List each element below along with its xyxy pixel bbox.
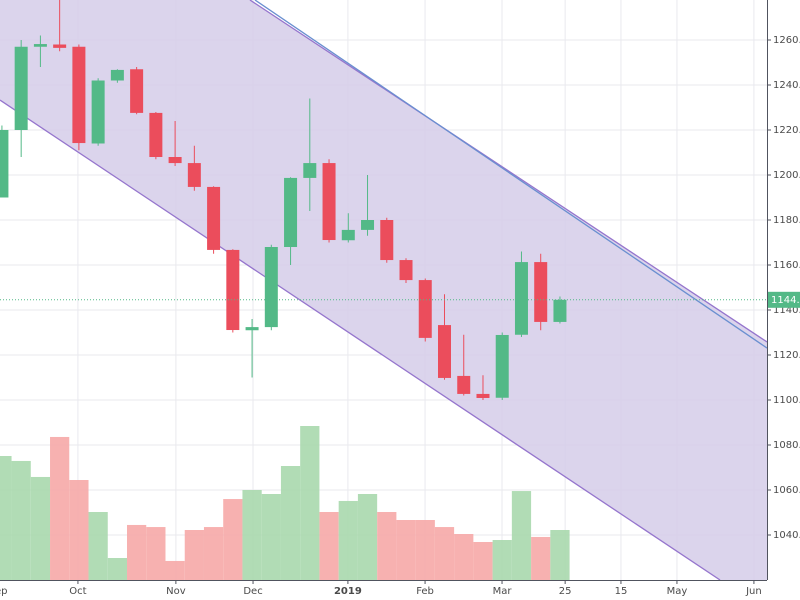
y-tick-label: 1040.00 [773, 530, 800, 541]
volume-bar [184, 530, 204, 580]
volume-bar [69, 480, 89, 580]
candle-body [130, 69, 144, 113]
volume-bar [223, 499, 243, 580]
trend-line [0, 99, 721, 580]
candle-body [264, 247, 278, 328]
candle-body [149, 112, 163, 157]
volume-bar [0, 456, 12, 580]
x-tick-label: 25 [559, 586, 572, 597]
candle-body [380, 220, 394, 261]
x-tick-label: Mar [493, 586, 513, 597]
volume-bar [146, 527, 166, 580]
y-tick-label: 1160.00 [773, 260, 800, 271]
y-tick-label: 1060.00 [773, 485, 800, 496]
volume-bar [300, 426, 320, 580]
candle-body [514, 262, 528, 335]
volume-bar [30, 476, 51, 580]
volume-bar [511, 491, 532, 580]
volume-bar [434, 527, 455, 580]
volume-bar [126, 524, 147, 580]
candle-body [495, 334, 509, 398]
candle-body [341, 229, 355, 241]
y-tick-label: 1200.00 [773, 170, 800, 181]
candle-body [226, 249, 240, 331]
candle-body [91, 80, 105, 144]
volume-bar [319, 512, 339, 580]
y-tick-label: 1120.00 [773, 350, 800, 361]
volume-bar [492, 540, 512, 580]
candle-body [418, 280, 432, 338]
x-tick-label: 15 [615, 586, 628, 597]
x-tick-label: 2019 [334, 586, 362, 597]
y-tick-label: 1220.00 [773, 125, 800, 136]
volume-bar [261, 494, 281, 580]
y-tick-label: 1180.00 [773, 215, 800, 226]
plot-area [0, 0, 767, 580]
volume-bar [454, 534, 474, 580]
candle-body [284, 177, 298, 247]
candle-body [207, 186, 221, 250]
candle-body [361, 220, 375, 230]
candle-body [14, 46, 28, 130]
x-tick-label: Oct [69, 586, 86, 597]
volume-bar [50, 436, 70, 580]
candle-body [399, 260, 413, 281]
volume-bar [550, 530, 570, 580]
volume-bar [531, 536, 551, 580]
volume-bar [11, 460, 31, 580]
candle-body [534, 262, 548, 322]
x-tick-label: Nov [166, 586, 186, 597]
y-tick-label: 1100.00 [773, 395, 800, 406]
volume-bar [107, 558, 127, 580]
last-price-label: 1144.53 [771, 295, 800, 306]
volume-bar [357, 494, 378, 580]
volume-bar [88, 512, 108, 580]
volume-bar [242, 490, 262, 580]
x-tick-label: May [667, 586, 688, 597]
x-tick-label: Dec [243, 586, 262, 597]
y-tick-label: 1140.00 [773, 305, 800, 316]
y-tick-label: 1260.00 [773, 35, 800, 46]
y-tick-label: 1240.00 [773, 80, 800, 91]
volume-bar [473, 542, 493, 580]
volume-bar [165, 560, 185, 580]
x-tick-label: Feb [416, 586, 434, 597]
candle-body [457, 375, 471, 394]
candle-body [110, 69, 124, 81]
candle-body [553, 299, 567, 322]
volume-bar [338, 500, 358, 580]
volume-bar [415, 520, 435, 580]
candle-body [0, 130, 9, 198]
candle-body [53, 44, 67, 48]
x-tick-label: Jun [745, 586, 762, 597]
y-tick-label: 1080.00 [773, 440, 800, 451]
candle-body [476, 393, 490, 398]
channel-fill [0, 0, 767, 580]
candle-body [245, 327, 259, 331]
candle-body [187, 163, 201, 187]
last-price-tag [768, 291, 800, 308]
candle-body [437, 325, 451, 378]
volume-bar [280, 466, 301, 580]
trend-line [254, 0, 767, 349]
candle-body [72, 46, 86, 144]
volume-bar [396, 520, 416, 580]
y-tick-label: 1280.00 [773, 0, 800, 1]
volume-bar [203, 527, 224, 580]
candle-body [322, 163, 336, 241]
candle-body [303, 163, 317, 178]
x-tick-label: Sep [0, 586, 8, 597]
trend-line [249, 0, 767, 343]
candle-body [168, 157, 182, 164]
candle-body [33, 44, 47, 47]
volume-bar [377, 512, 397, 580]
